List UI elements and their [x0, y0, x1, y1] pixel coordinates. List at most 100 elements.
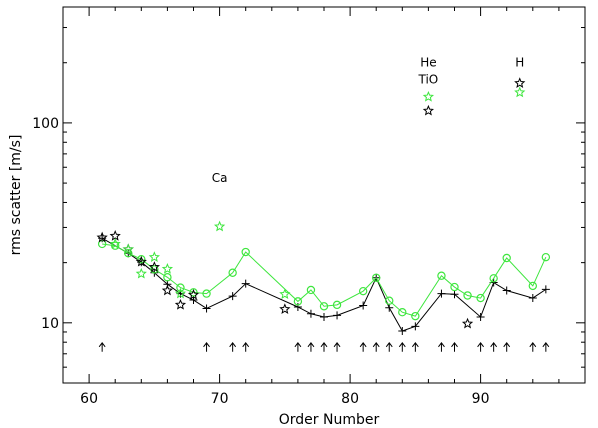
- circle-marker: [110, 241, 120, 250]
- circle-marker: [385, 296, 394, 305]
- star-marker: [109, 238, 121, 249]
- plus-marker: [359, 301, 368, 310]
- circle-marker: [541, 252, 551, 262]
- plus-marker: [398, 327, 407, 336]
- plus-marker: [450, 290, 459, 299]
- plus-marker: [385, 303, 394, 312]
- star-marker: [161, 263, 174, 274]
- series-black-line-plus: [98, 234, 550, 336]
- arrow-marker: [359, 341, 367, 352]
- circle-marker: [150, 265, 159, 274]
- circle-marker: [97, 239, 107, 249]
- circle-marker: [358, 286, 368, 296]
- circle-marker: [137, 255, 146, 264]
- star-marker: [122, 243, 134, 255]
- x-tick-label: 60: [80, 391, 98, 407]
- y-tick-label: 100: [32, 116, 59, 132]
- circle-marker: [163, 273, 172, 282]
- circle-marker: [189, 288, 198, 297]
- plot-frame: [62, 6, 586, 384]
- series-green-line-circle: [97, 239, 551, 321]
- annotation-label: He: [420, 56, 436, 70]
- star-marker: [135, 255, 147, 267]
- arrow-marker: [307, 341, 315, 352]
- star-marker: [109, 230, 121, 241]
- plus-marker: [320, 312, 328, 321]
- star-marker: [148, 251, 160, 262]
- arrow-marker: [229, 341, 237, 352]
- x-tick-label: 80: [341, 391, 359, 407]
- arrow-marker: [542, 341, 550, 352]
- series-layer: [96, 77, 551, 336]
- arrow-marker: [98, 341, 106, 352]
- plus-marker: [228, 292, 237, 301]
- tick-labels: 60 70 80 90 10 100: [32, 116, 489, 407]
- arrow-marker: [490, 341, 498, 352]
- circle-marker: [293, 297, 303, 306]
- circle-marker: [411, 311, 420, 321]
- x-tick-label: 70: [211, 391, 229, 407]
- plus-marker: [306, 309, 315, 318]
- green-line-circle-line: [102, 243, 547, 317]
- plus-marker: [411, 322, 420, 331]
- x-tick-label: 90: [472, 391, 490, 407]
- series-green-star: [109, 86, 526, 300]
- star-marker: [279, 303, 291, 314]
- circle-marker: [489, 274, 498, 283]
- circle-marker: [528, 281, 538, 291]
- arrow-marker: [411, 341, 419, 352]
- axis-ticks: [62, 7, 586, 384]
- annotation-label: Ca: [212, 171, 228, 185]
- circle-marker: [306, 285, 316, 295]
- arrow-marker: [477, 341, 484, 352]
- arrow-marker: [203, 341, 210, 352]
- circle-marker: [450, 282, 459, 292]
- star-marker: [514, 77, 526, 88]
- y-axis-label: rms scatter [m/s]: [8, 135, 24, 256]
- circle-marker: [241, 247, 250, 257]
- circle-marker: [437, 271, 446, 280]
- plus-marker: [333, 311, 342, 320]
- circle-marker: [319, 302, 329, 311]
- plus-marker: [528, 294, 537, 303]
- circle-marker: [398, 308, 407, 317]
- x-axis-label: Order Number: [279, 412, 380, 428]
- star-marker: [422, 104, 435, 116]
- plus-marker: [202, 304, 211, 313]
- y-tick-label: 10: [41, 316, 59, 332]
- star-marker: [174, 287, 187, 299]
- plus-marker: [293, 302, 302, 311]
- annotations: Ca He TiO H: [212, 56, 525, 185]
- star-marker: [279, 288, 291, 300]
- arrow-marker: [529, 341, 537, 352]
- black-line-plus-line: [101, 237, 547, 332]
- arrow-marker: [451, 341, 458, 352]
- star-marker: [514, 86, 526, 98]
- annotation-label: TiO: [418, 72, 439, 86]
- star-marker: [187, 288, 200, 300]
- star-marker: [135, 267, 147, 279]
- upper-limit-arrows: [98, 341, 550, 352]
- arrow-marker: [438, 341, 445, 352]
- plus-marker: [241, 279, 250, 288]
- arrow-marker: [398, 341, 406, 352]
- circle-marker: [124, 248, 133, 258]
- star-marker: [461, 317, 474, 329]
- arrow-marker: [372, 341, 380, 352]
- star-marker: [422, 90, 435, 102]
- circle-marker: [202, 289, 211, 298]
- circle-marker: [502, 253, 511, 263]
- circle-marker: [332, 300, 342, 310]
- star-marker: [213, 220, 226, 232]
- star-marker: [174, 298, 187, 310]
- star-marker: [148, 261, 160, 272]
- plus-marker: [502, 286, 511, 295]
- annotation-label: H: [515, 56, 524, 70]
- plus-marker: [541, 285, 550, 294]
- arrow-marker: [503, 341, 511, 352]
- circle-marker: [463, 291, 472, 300]
- arrow-marker: [320, 341, 328, 352]
- plus-marker: [476, 312, 485, 321]
- circle-marker: [476, 293, 485, 303]
- arrow-marker: [385, 341, 393, 352]
